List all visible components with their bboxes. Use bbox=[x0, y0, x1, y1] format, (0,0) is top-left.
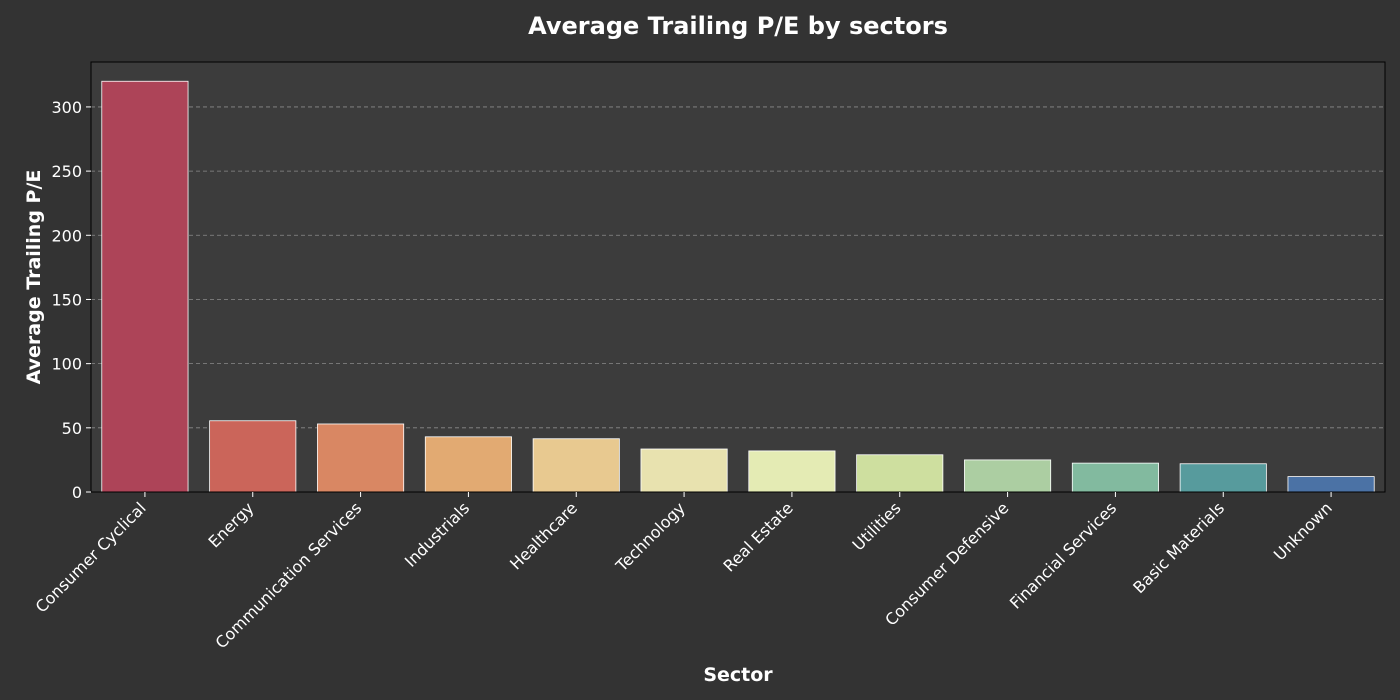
bar-consumer-defensive bbox=[964, 459, 1052, 493]
bar-unknown bbox=[1287, 476, 1375, 493]
y-tick-label: 150 bbox=[51, 290, 82, 309]
bar-healthcare bbox=[532, 438, 620, 493]
y-axis-label: Average Trailing P/E bbox=[23, 170, 45, 385]
bar-basic-materials bbox=[1179, 463, 1267, 493]
gridlines bbox=[91, 106, 1385, 429]
bar-energy bbox=[209, 420, 297, 493]
bar-industrials bbox=[424, 436, 512, 493]
y-tick-label: 250 bbox=[51, 162, 82, 181]
bar-technology bbox=[640, 448, 728, 493]
y-tick-label: 0 bbox=[72, 483, 82, 502]
bar-consumer-cyclical bbox=[101, 80, 189, 493]
y-tick-label: 200 bbox=[51, 226, 82, 245]
chart-title: Average Trailing P/E by sectors bbox=[528, 12, 948, 40]
y-tick-label: 300 bbox=[51, 98, 82, 117]
x-axis-label: Sector bbox=[703, 664, 773, 686]
bar-utilities bbox=[856, 454, 944, 493]
y-axis: 0 50 100 150 200 250 300 bbox=[51, 98, 91, 502]
plot-area bbox=[91, 62, 1385, 492]
bar-communication-services bbox=[317, 423, 405, 493]
y-tick-label: 50 bbox=[62, 419, 82, 438]
bar-financial-services bbox=[1071, 462, 1159, 493]
y-tick-label: 100 bbox=[51, 355, 82, 374]
bar-real-estate bbox=[748, 450, 836, 493]
plot-frame bbox=[90, 61, 1386, 493]
